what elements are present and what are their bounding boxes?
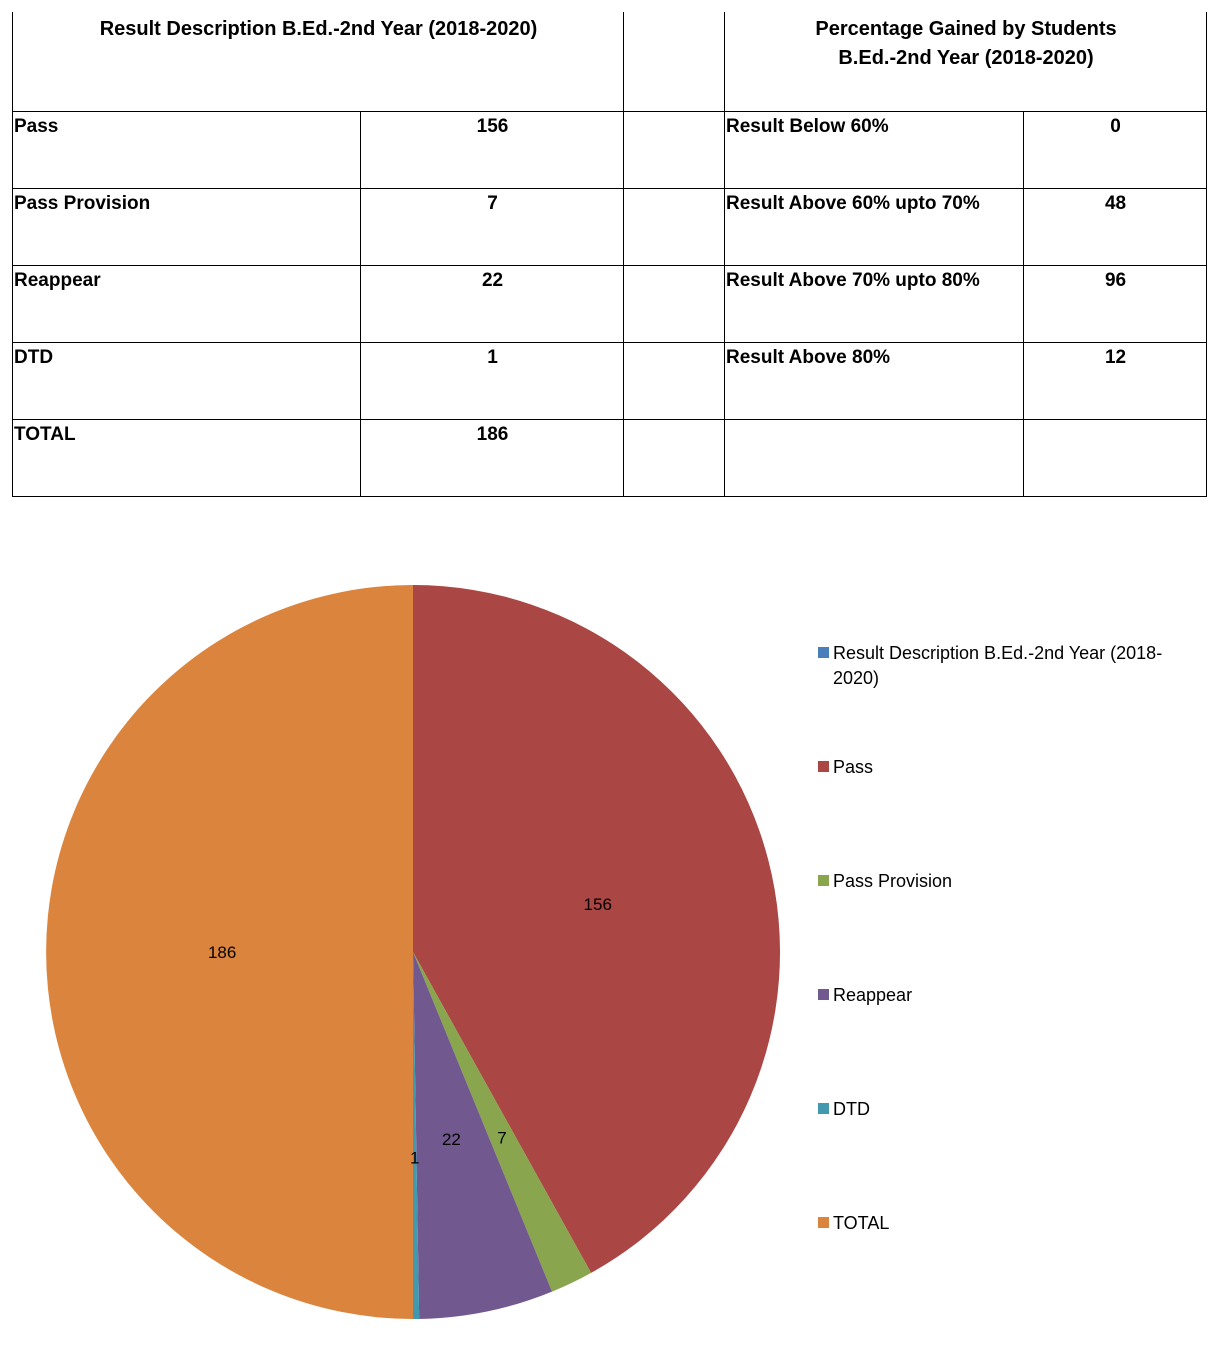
legend-swatch-0 — [818, 647, 829, 658]
percentage-value: 0 — [1023, 111, 1208, 189]
result-description-header: Result Description B.Ed.-2nd Year (2018-… — [11, 12, 625, 112]
spacer-cell — [623, 419, 726, 497]
legend-swatch-3 — [818, 989, 829, 1000]
result-value: 22 — [359, 265, 625, 343]
percentage-label: Result Above 80% — [724, 342, 1025, 420]
legend-label-0-1: 2020) — [833, 668, 879, 688]
legend-swatch-2 — [818, 875, 829, 886]
legend-label-0-0: Result Description B.Ed.-2nd Year (2018- — [833, 643, 1162, 663]
result-value: 1 — [359, 342, 625, 420]
result-label: Pass Provision — [12, 188, 361, 266]
pie-slice-dtd — [413, 952, 420, 1319]
spacer-cell — [623, 188, 726, 266]
spacer-cell — [623, 111, 726, 189]
percentage-label: Result Above 60% upto 70% — [724, 188, 1025, 266]
data-label-pass-provision: 7 — [497, 1128, 506, 1147]
result-value: 156 — [359, 111, 625, 189]
pie-chart: 156 7 22 1 186 Result Description B.Ed.-2nd … — [46, 585, 1162, 1319]
pie-slices — [46, 585, 780, 1319]
legend-swatch-1 — [818, 761, 829, 772]
percentage-label: Result Above 70% upto 80% — [724, 265, 1025, 343]
legend-swatch-4 — [818, 1103, 829, 1114]
result-label: Reappear — [12, 265, 361, 343]
result-label: Pass — [12, 111, 361, 189]
percentage-header-line2: B.Ed.-2nd Year (2018-2020) — [838, 47, 1094, 69]
legend-label-4-0: DTD — [833, 1099, 870, 1119]
data-label-pass: 156 — [584, 895, 612, 914]
data-label-total: 186 — [208, 943, 236, 962]
result-label: TOTAL — [12, 419, 361, 497]
data-label-reappear: 22 — [442, 1130, 461, 1149]
percentage-header-line1: Percentage Gained by Students — [815, 18, 1117, 40]
data-label-dtd: 1 — [410, 1149, 419, 1168]
spacer-cell — [623, 12, 726, 112]
legend-label-2-0: Pass Provision — [833, 871, 952, 891]
pie-slice-total — [46, 585, 413, 1319]
legend-swatch-5 — [818, 1217, 829, 1228]
pie-slice-reappear — [413, 952, 553, 1319]
result-label: DTD — [12, 342, 361, 420]
table-header-row: Result Description B.Ed.-2nd Year (2018-… — [11, 12, 1208, 112]
percentage-value: 12 — [1023, 342, 1208, 420]
table-row: DTD 1 Result Above 80% 12 — [12, 342, 1208, 420]
percentage-value: 96 — [1023, 265, 1208, 343]
percentage-value — [1023, 419, 1208, 497]
table-row: Reappear 22 Result Above 70% upto 80% 96 — [12, 265, 1208, 343]
legend-label-3-0: Reappear — [833, 985, 912, 1005]
result-value: 7 — [359, 188, 625, 266]
percentage-label — [724, 419, 1025, 497]
legend-label-5-0: TOTAL — [833, 1213, 889, 1233]
table-row: Pass Provision 7 Result Above 60% upto 7… — [12, 188, 1208, 266]
spacer-cell — [623, 342, 726, 420]
results-table: Result Description B.Ed.-2nd Year (2018-… — [11, 12, 1208, 497]
table-row: Pass 156 Result Below 60% 0 — [12, 111, 1208, 189]
chart-legend: Result Description B.Ed.-2nd Year (2018-… — [818, 643, 1162, 1233]
table-row: TOTAL 186 — [12, 419, 1208, 497]
percentage-label: Result Below 60% — [724, 111, 1025, 189]
percentage-value: 48 — [1023, 188, 1208, 266]
legend-label-1-0: Pass — [833, 757, 873, 777]
pie-slice-pass-provision — [413, 952, 592, 1292]
pie-slice-pass — [413, 585, 780, 1273]
result-value: 186 — [359, 419, 625, 497]
spacer-cell — [623, 265, 726, 343]
percentage-gained-header: Percentage Gained by Students B.Ed.-2nd Y… — [724, 12, 1208, 112]
pie-data-labels: 156 7 22 1 186 — [208, 895, 612, 1167]
